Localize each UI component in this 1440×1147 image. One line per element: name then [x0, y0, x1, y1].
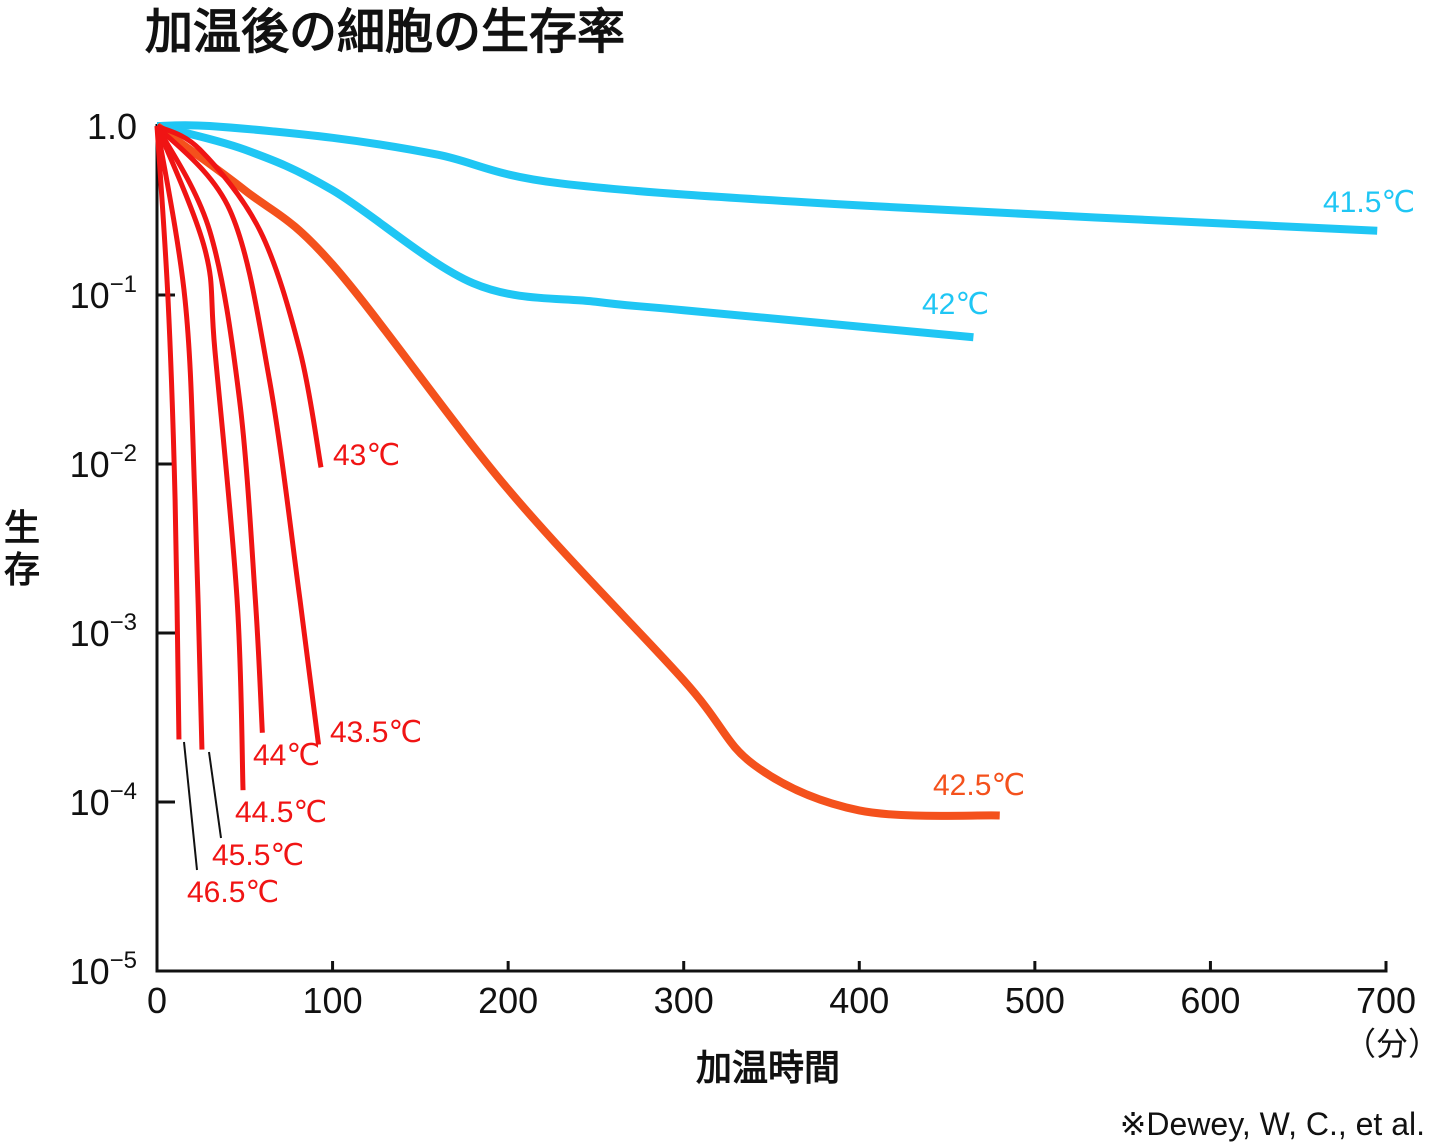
series-line [154, 124, 265, 733]
curves [154, 121, 1378, 820]
y-tick-exponent: −3 [110, 609, 137, 636]
series-label: 42℃ [922, 288, 989, 321]
y-tick-base: 10 [70, 613, 110, 654]
y-tick-label: 10−5 [70, 947, 137, 992]
y-tick-label: 1.0 [87, 106, 137, 147]
y-axis-label: 生存 [4, 508, 40, 591]
leader-line [183, 741, 198, 871]
x-tick-label: 200 [478, 980, 538, 1021]
x-tick-label: 400 [829, 980, 889, 1021]
series-line [156, 121, 1378, 235]
y-tick-base: 10 [70, 275, 110, 316]
series-label: 43℃ [333, 439, 400, 472]
series-line [155, 124, 322, 745]
x-tick-label: 0 [147, 980, 167, 1021]
y-tick-label: 10−1 [70, 271, 137, 316]
y-tick-base: 10 [70, 782, 110, 823]
x-axis-unit: （分） [1344, 1026, 1440, 1062]
series-label: 43.5℃ [330, 716, 422, 749]
x-tick-label: 100 [303, 980, 363, 1021]
series-label: 44℃ [253, 739, 320, 772]
series-line [154, 125, 182, 740]
y-tick-exponent: −5 [110, 947, 137, 974]
chart-title: 加温後の細胞の生存率 [145, 4, 625, 60]
y-tick-label: 10−4 [70, 778, 137, 823]
y-tick-label: 10−2 [70, 440, 137, 485]
x-tick-label: 600 [1180, 980, 1240, 1021]
y-tick-base: 10 [70, 951, 110, 992]
y-tick-base: 10 [70, 444, 110, 485]
series-line [155, 122, 974, 342]
series-line [154, 125, 205, 750]
y-tick-base: 1.0 [87, 106, 137, 147]
leader-line [208, 751, 222, 839]
x-axis-label: 加温時間 [696, 1048, 840, 1089]
series-label: 42.5℃ [933, 769, 1025, 802]
y-tick-exponent: −1 [110, 271, 137, 298]
axes: 0 100 200 300 400 500 600 7001.010−110−210−310−… [70, 106, 1416, 1021]
x-tick-label: 500 [1005, 980, 1065, 1021]
series-line [154, 122, 1000, 820]
series-label: 45.5℃ [212, 839, 304, 872]
x-tick-label: 300 [654, 980, 714, 1021]
series-label: 41.5℃ [1323, 186, 1415, 219]
series-label: 46.5℃ [187, 876, 279, 909]
y-tick-label: 10−3 [70, 609, 137, 654]
curve-labels: 41.5℃ 42℃ 42.5℃ 43℃ 43.5℃ 44℃ 44.5℃ 45.5℃ 46.5℃ [183, 186, 1415, 909]
y-tick-exponent: −4 [110, 778, 137, 805]
x-tick-label: 700 [1356, 980, 1416, 1021]
source-note: ※Dewey, W, C., et al. [1120, 1106, 1425, 1142]
series-line [155, 123, 324, 468]
series-label: 44.5℃ [235, 796, 327, 829]
series-line [154, 125, 246, 791]
y-tick-exponent: −2 [110, 440, 137, 467]
